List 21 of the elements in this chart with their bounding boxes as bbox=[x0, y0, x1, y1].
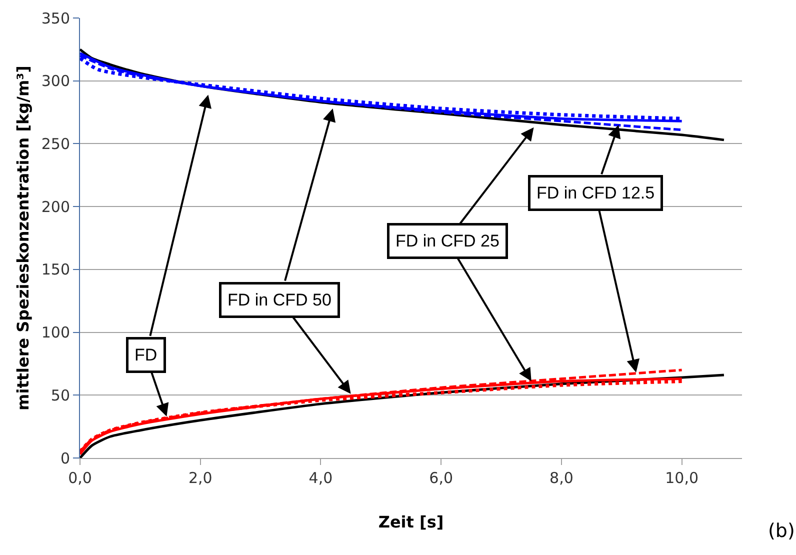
y-tick-label: 200 bbox=[41, 198, 70, 216]
y-tick-label: 100 bbox=[41, 324, 70, 342]
y-tick-label: 150 bbox=[41, 260, 70, 279]
annotation: FD in CFD 50 bbox=[228, 290, 332, 310]
x-tick-label: 4,0 bbox=[308, 469, 333, 487]
x-tick-label: 2,0 bbox=[188, 469, 212, 487]
y-axis-title: mittlere Spezieskonzentration [kg/m³] bbox=[13, 66, 32, 410]
x-tick-label: 8,0 bbox=[550, 469, 574, 487]
y-tick-label: 0 bbox=[60, 449, 70, 468]
annotation: FD in CFD 25 bbox=[396, 232, 500, 250]
annotation: FD bbox=[134, 346, 158, 364]
x-tick-label: 6,0 bbox=[429, 469, 454, 487]
y-tick-label: 300 bbox=[41, 72, 70, 90]
x-tick-label: 0,0 bbox=[68, 469, 92, 487]
y-tick-label: 250 bbox=[41, 134, 70, 153]
y-tick-label: 50 bbox=[50, 386, 70, 404]
text: (b) bbox=[768, 520, 795, 542]
y-tick-label: 350 bbox=[41, 9, 70, 28]
x-axis-title: Zeit [s] bbox=[378, 512, 444, 532]
x-tick-label: 10,0 bbox=[665, 469, 699, 487]
annotation: FD in CFD 12.5 bbox=[536, 184, 655, 202]
